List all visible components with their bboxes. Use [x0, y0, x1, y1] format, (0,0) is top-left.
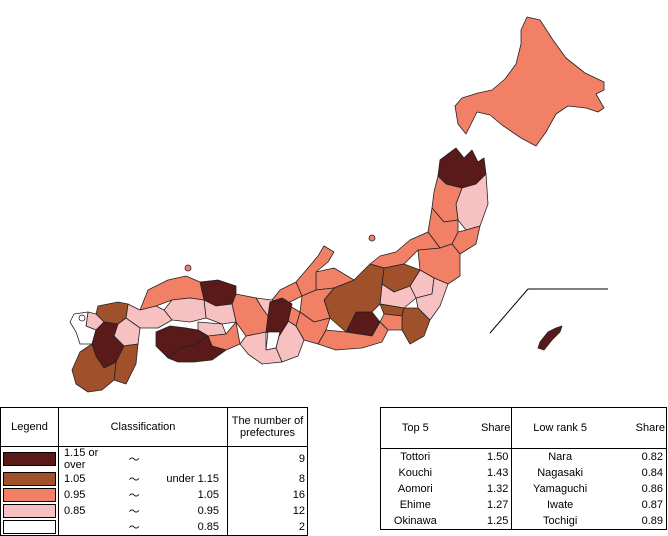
- region-wakayama: [239, 331, 283, 365]
- legend-table: Legend Classification The number of pref…: [0, 407, 309, 536]
- class-upper-bound: [147, 447, 227, 472]
- low5-share: 0.84: [607, 465, 667, 481]
- region-okinawa: [537, 325, 563, 351]
- prefecture-count: 16: [226, 487, 309, 503]
- legend-swatch: [0, 519, 59, 536]
- ranking-row: Kouchi 1.43 Nagasaki 0.84: [379, 465, 667, 481]
- top5-share: 1.32: [449, 481, 513, 497]
- class-lower-bound: 1.15 or over: [64, 447, 99, 471]
- okinawa-inset-line: [489, 288, 529, 334]
- prefecture-count: 8: [226, 471, 309, 487]
- top5-share: 1.27: [449, 497, 513, 513]
- island-oki: [184, 264, 192, 272]
- class-lower-bound: 1.05: [64, 473, 86, 485]
- top5-prefecture: Ehime: [379, 497, 450, 513]
- ranking-row: Ehime 1.27 Iwate 0.87: [379, 497, 667, 513]
- low5-share: 0.87: [607, 497, 667, 513]
- legend-row: 〜 0.85 2: [0, 519, 309, 536]
- class-range-separator: 〜: [120, 519, 148, 536]
- ranking-table: Top 5 Share Low rank 5 Share Tottori 1.50…: [379, 407, 667, 530]
- low5-header: Low rank 5: [511, 407, 608, 449]
- class-range-separator: 〜: [128, 506, 140, 518]
- island-sado: [368, 234, 376, 242]
- legend-swatch: [0, 503, 59, 519]
- top5-share: 1.43: [449, 465, 513, 481]
- prefecture-count: 9: [226, 446, 309, 471]
- ranking-row: Aomori 1.32 Yamaguchi 0.86: [379, 481, 667, 497]
- legend-row: 1.05 〜 under 1.15 8: [0, 471, 309, 487]
- class-range-separator: 〜: [128, 454, 140, 466]
- legend-row: 0.85 〜 0.95 12: [0, 503, 309, 519]
- region-kochi: [167, 335, 227, 363]
- class-lower-bound: 0.95: [64, 489, 86, 501]
- prefecture-count: 2: [226, 519, 309, 536]
- low5-share-header: Share: [607, 407, 667, 449]
- prefecture-count-header: The number of prefectures: [226, 407, 309, 447]
- top5-prefecture: Kouchi: [379, 465, 450, 481]
- region-kagoshima: [71, 343, 117, 393]
- class-upper-bound: 0.95: [197, 505, 219, 517]
- japan-prefecture-map: [69, 16, 608, 393]
- region-kanagawa: [379, 313, 403, 331]
- low5-share: 0.89: [607, 513, 667, 530]
- legend-swatch: [0, 471, 59, 487]
- class-lower-bound: 0.85: [64, 505, 86, 517]
- class-upper-bound: under 1.15: [166, 473, 219, 485]
- top5-prefecture: Aomori: [379, 481, 450, 497]
- top5-share: 1.50: [449, 448, 513, 465]
- low5-prefecture: Tochigi: [511, 513, 608, 530]
- island-tsushima: [78, 314, 86, 322]
- legend-row: 0.95 〜 1.05 16: [0, 487, 309, 503]
- legend-swatch: [0, 446, 59, 471]
- low5-prefecture: Nagasaki: [537, 467, 584, 479]
- class-range-separator: 〜: [128, 490, 140, 502]
- class-lower-bound: [58, 519, 121, 536]
- low5-share: 0.82: [607, 448, 667, 465]
- classification-header: Classification: [58, 407, 228, 447]
- top5-share-header: Share: [449, 407, 513, 449]
- top5-prefecture: Tottori: [379, 448, 450, 465]
- class-upper-bound: 0.85: [147, 519, 228, 536]
- top5-prefecture: Okinawa: [379, 513, 450, 530]
- class-range-separator: 〜: [128, 474, 140, 486]
- ranking-row: Tottori 1.50 Nara 0.82: [379, 448, 667, 465]
- low5-prefecture: Nara: [548, 451, 573, 463]
- low5-prefecture: Iwate: [547, 499, 574, 511]
- top5-header: Top 5: [379, 407, 450, 449]
- legend-swatch: [0, 487, 59, 503]
- low5-prefecture: Yamaguchi: [533, 483, 588, 495]
- class-upper-bound: 1.05: [197, 489, 219, 501]
- low5-share: 0.86: [607, 481, 667, 497]
- region-chiba: [401, 307, 431, 345]
- region-hokkaido: [454, 16, 605, 147]
- prefecture-count: 12: [226, 503, 309, 519]
- ranking-row: Okinawa 1.25 Tochigi 0.89: [379, 513, 667, 530]
- legend-row: 1.15 or over 〜 9: [0, 446, 309, 472]
- top5-share: 1.25: [449, 513, 513, 530]
- legend-header: Legend: [0, 407, 59, 447]
